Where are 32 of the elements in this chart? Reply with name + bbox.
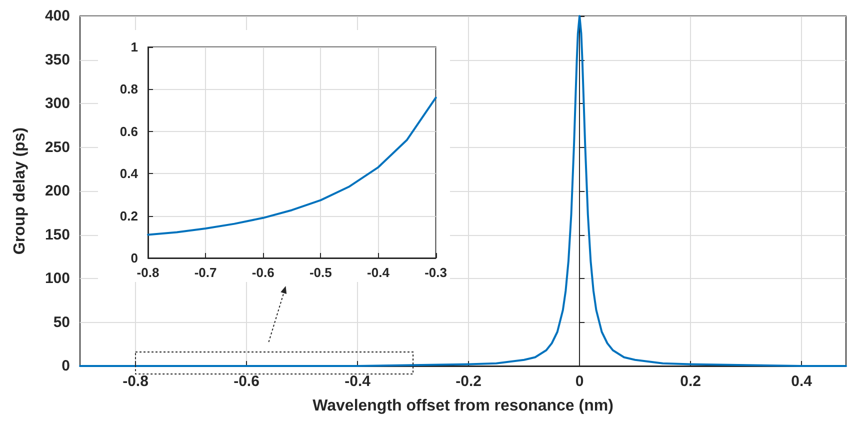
x-tick-label: -0.6 <box>252 265 274 280</box>
y-tick-label: 0 <box>62 358 70 374</box>
y-axis-title: Group delay (ps) <box>12 127 28 255</box>
y-tick-label: 50 <box>53 314 70 331</box>
line-series <box>79 15 847 367</box>
y-tick-label: 300 <box>44 95 70 112</box>
y-tick-label: 350 <box>44 51 70 68</box>
x-tick-label: -0.8 <box>122 373 148 390</box>
x-tick-label: -0.3 <box>424 265 448 280</box>
y-tick-label: 1 <box>130 40 138 54</box>
x-tick-label: -0.2 <box>456 373 482 390</box>
x-tick-label: 0 <box>575 373 584 390</box>
x-tick-label: -0.5 <box>309 265 332 280</box>
y-tick-label: 0.8 <box>120 82 138 97</box>
x-tick-label: -0.8 <box>136 265 160 280</box>
x-tick-label: 0.2 <box>680 373 702 390</box>
x-axis-title: Wavelength offset from resonance (nm) <box>312 398 614 414</box>
y-tick-label: 150 <box>44 226 70 244</box>
x-tick-label: -0.6 <box>234 373 260 390</box>
y-tick-label: 0.4 <box>120 166 139 182</box>
x-tick-label: -0.4 <box>344 373 372 390</box>
y-tick-label: 400 <box>44 8 70 24</box>
y-tick-label: 250 <box>44 138 70 156</box>
y-tick-label: 0 <box>130 250 138 266</box>
y-tick-label: 0.6 <box>120 124 138 139</box>
y-tick-label: 100 <box>44 270 70 287</box>
line-series <box>147 96 437 236</box>
x-tick-label: 0.4 <box>791 373 813 390</box>
y-tick-label: 0.2 <box>120 208 138 224</box>
x-tick-label: -0.7 <box>194 265 217 280</box>
x-tick-label: -0.4 <box>367 265 390 280</box>
y-tick-label: 200 <box>44 182 70 200</box>
